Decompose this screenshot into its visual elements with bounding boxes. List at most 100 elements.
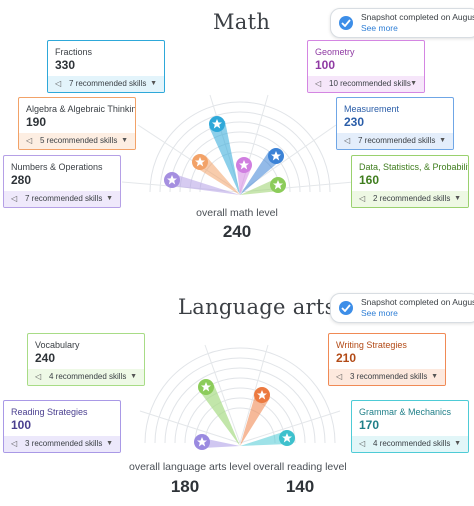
megaphone-icon: ◁ xyxy=(359,439,366,448)
chevron-down-icon: ▼ xyxy=(454,440,461,447)
recommended-skills-toggle[interactable]: ◁ 10 recommended skills ▼ xyxy=(308,76,424,92)
writing-wedge xyxy=(240,392,270,446)
math-section: Math Snapshot completed on August 3. See… xyxy=(3,8,474,241)
card-name: Fractions xyxy=(55,47,93,57)
card-score: 170 xyxy=(359,418,380,432)
snapshot-text: Snapshot completed on August 3. xyxy=(361,12,474,22)
recommended-skills-toggle[interactable]: ◁ 7 recommended skills ▼ xyxy=(4,191,120,207)
card-name: Reading Strategies xyxy=(11,407,88,417)
megaphone-icon: ◁ xyxy=(359,194,366,203)
chevron-down-icon: ▼ xyxy=(106,440,113,447)
reading-wedge xyxy=(202,438,240,448)
star-icon xyxy=(270,177,286,193)
language-arts-section: Language arts Snapshot completed on Augu… xyxy=(0,283,474,506)
recommended-skills-toggle[interactable]: ◁ 4 recommended skills ▼ xyxy=(28,369,144,385)
card-numbers-operations[interactable]: Numbers & Operations 280 ◁ 7 recommended … xyxy=(3,155,121,208)
star-icon xyxy=(198,379,214,395)
megaphone-icon: ◁ xyxy=(35,372,42,381)
card-score: 100 xyxy=(315,58,336,72)
rec-label: 4 recommended skills xyxy=(373,439,451,448)
card-name: Numbers & Operations xyxy=(11,162,103,172)
megaphone-icon: ◁ xyxy=(315,79,322,88)
rec-label: 10 recommended skills xyxy=(329,79,411,88)
see-more-link[interactable]: See more xyxy=(361,23,398,33)
math-markers xyxy=(164,116,286,193)
card-name: Measurement xyxy=(344,104,400,114)
card-name: Geometry xyxy=(315,47,355,57)
recommended-skills-toggle[interactable]: ◁ 7 recommended skills ▼ xyxy=(337,133,453,149)
card-score: 240 xyxy=(35,351,56,365)
vocabulary-wedge xyxy=(198,385,240,446)
card-score: 100 xyxy=(11,418,32,432)
chevron-down-icon: ▼ xyxy=(106,195,113,202)
star-icon xyxy=(194,434,210,450)
rec-label: 3 recommended skills xyxy=(25,439,103,448)
card-grammar-mechanics[interactable]: Grammar & Mechanics 170 ◁ 4 recommended s… xyxy=(351,400,469,453)
section-title: Math xyxy=(213,10,271,34)
chevron-down-icon: ▼ xyxy=(121,137,128,144)
geometry-wedge xyxy=(237,168,251,195)
star-icon xyxy=(236,157,252,173)
rec-label: 7 recommended skills xyxy=(358,136,436,145)
snapshot-text: Snapshot completed on August 1. xyxy=(361,297,474,307)
star-icon xyxy=(209,116,225,132)
ela-markers xyxy=(194,379,295,450)
card-name: Algebra & Algebraic Thinking xyxy=(26,104,136,114)
card-score: 280 xyxy=(11,173,32,187)
rec-label: 4 recommended skills xyxy=(49,372,127,381)
rec-label: 7 recommended skills xyxy=(25,194,103,203)
overall-language-arts-label: overall language arts level xyxy=(129,461,251,473)
recommended-skills-toggle[interactable]: ◁ 4 recommended skills ▼ xyxy=(352,436,468,452)
data-wedge xyxy=(240,179,279,195)
chevron-down-icon: ▼ xyxy=(410,80,417,87)
card-fractions[interactable]: Fractions 330 ◁ 7 recommended skills ▼ xyxy=(47,40,165,93)
card-geometry[interactable]: Geometry 100 ◁ 10 recommended skills ▼ xyxy=(307,40,425,93)
card-writing-strategies[interactable]: Writing Strategies 210 ◁ 3 recommended sk… xyxy=(328,333,446,386)
megaphone-icon: ◁ xyxy=(336,372,343,381)
recommended-skills-toggle[interactable]: ◁ 3 recommended skills ▼ xyxy=(329,369,445,385)
chevron-down-icon: ▼ xyxy=(439,137,446,144)
snapshot-notice[interactable]: Snapshot completed on August 1. See more xyxy=(330,293,474,323)
check-circle-icon xyxy=(339,301,353,315)
megaphone-icon: ◁ xyxy=(11,194,18,203)
rec-label: 7 recommended skills xyxy=(69,79,147,88)
card-score: 330 xyxy=(55,58,76,72)
megaphone-icon: ◁ xyxy=(55,79,62,88)
section-title: Language arts xyxy=(178,295,336,319)
chevron-down-icon: ▼ xyxy=(454,195,461,202)
star-icon xyxy=(268,148,284,164)
chevron-down-icon: ▼ xyxy=(130,373,137,380)
overall-math-label: overall math level xyxy=(196,207,278,219)
ela-fan-chart xyxy=(139,344,341,450)
rec-label: 3 recommended skills xyxy=(350,372,428,381)
overall-math-value: 240 xyxy=(222,222,252,241)
card-score: 190 xyxy=(26,115,47,129)
card-score: 230 xyxy=(344,115,365,129)
megaphone-icon: ◁ xyxy=(11,439,18,448)
card-score: 160 xyxy=(359,173,380,187)
recommended-skills-toggle[interactable]: ◁ 7 recommended skills ▼ xyxy=(48,76,164,92)
grammar-wedge xyxy=(240,432,289,446)
recommended-skills-toggle[interactable]: ◁ 5 recommended skills ▼ xyxy=(19,133,135,149)
fractions-wedge xyxy=(209,121,240,195)
card-name: Writing Strategies xyxy=(336,340,407,350)
star-icon xyxy=(279,430,295,446)
recommended-skills-toggle[interactable]: ◁ 3 recommended skills ▼ xyxy=(4,436,120,452)
card-name: Data, Statistics, & Probability xyxy=(359,162,469,172)
overall-language-arts-value: 180 xyxy=(170,477,200,496)
card-score: 210 xyxy=(336,351,357,365)
card-vocabulary[interactable]: Vocabulary 240 ◁ 4 recommended skills ▼ xyxy=(27,333,145,386)
recommended-skills-toggle[interactable]: ◁ 2 recommended skills ▼ xyxy=(352,191,468,207)
star-icon xyxy=(254,387,270,403)
card-name: Vocabulary xyxy=(35,340,80,350)
snapshot-notice[interactable]: Snapshot completed on August 3. See more xyxy=(330,8,474,38)
card-data-statistics[interactable]: Data, Statistics, & Probability 160 ◁ 2 r… xyxy=(351,155,469,208)
card-algebra[interactable]: Algebra & Algebraic Thinking 190 ◁ 5 reco… xyxy=(18,97,136,150)
card-reading-strategies[interactable]: Reading Strategies 100 ◁ 3 recommended sk… xyxy=(3,400,121,453)
card-measurement[interactable]: Measurement 230 ◁ 7 recommended skills ▼ xyxy=(336,97,454,150)
star-icon xyxy=(192,154,208,170)
megaphone-icon: ◁ xyxy=(26,136,33,145)
card-name: Grammar & Mechanics xyxy=(359,407,452,417)
overall-reading-label: overall reading level xyxy=(253,461,347,473)
see-more-link[interactable]: See more xyxy=(361,308,398,318)
